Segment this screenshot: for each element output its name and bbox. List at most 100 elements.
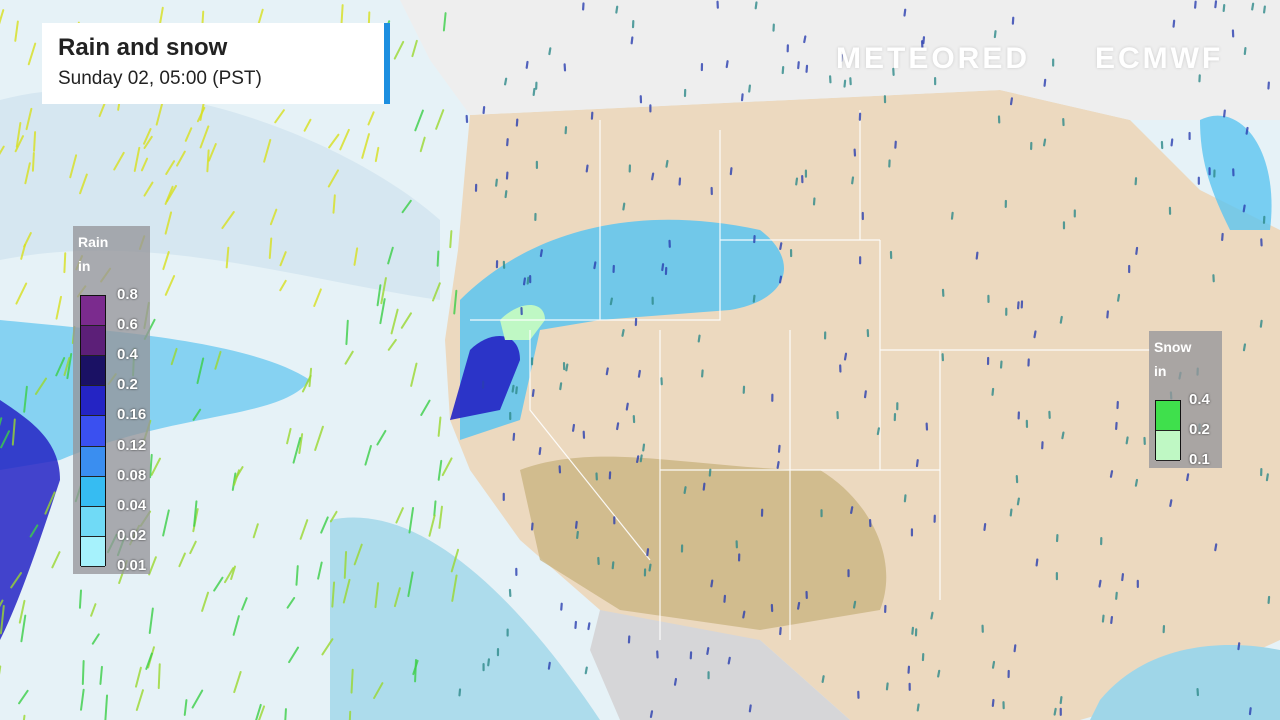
wind-streak (143, 128, 152, 145)
wind-streak (710, 579, 714, 588)
rain_legend-swatch (81, 356, 105, 387)
wind-streak (135, 689, 144, 711)
wind-streak (263, 138, 272, 163)
wind-streak (1186, 473, 1190, 482)
wind-streak (725, 60, 729, 69)
wind-streak (63, 356, 71, 377)
wind-streak (192, 408, 202, 421)
desert-southwest (520, 456, 887, 630)
wind-streak (419, 136, 426, 153)
rain_legend-label: 0.12 (117, 436, 147, 454)
wind-streak (1016, 497, 1020, 506)
rain_legend-label: 0.8 (117, 286, 138, 303)
wind-streak (78, 589, 83, 609)
wind-streak (1248, 707, 1252, 716)
wind-streak (1135, 246, 1139, 255)
wind-streak (208, 143, 217, 162)
wind-streak (150, 457, 161, 476)
wind-streak (255, 703, 262, 720)
rain_legend-swatch (81, 296, 105, 327)
wind-streak (975, 251, 979, 260)
wind-streak (1125, 436, 1129, 445)
wind-streak (23, 385, 28, 413)
wind-streak (0, 417, 3, 427)
wind-streak (233, 670, 242, 694)
wind-streak (776, 461, 780, 469)
wind-streak (183, 699, 188, 716)
wind-streak (412, 659, 419, 676)
wind-streak (1243, 46, 1247, 56)
wind-streak (991, 387, 995, 396)
wind-streak (1013, 644, 1017, 653)
wind-streak (373, 682, 384, 700)
wind-streak (1043, 78, 1047, 87)
wind-streak (201, 591, 210, 612)
wind-streak (435, 109, 445, 130)
wind-streak (148, 556, 157, 576)
wind-streak (576, 530, 579, 539)
snow-legend: Snow in 0.4 0.2 0.1 (1149, 331, 1222, 468)
wind-streak (950, 211, 954, 220)
wind-streak (525, 60, 529, 69)
rain-area-pacific-heavy (0, 400, 60, 640)
wind-streak (754, 1, 758, 10)
wind-streak (79, 173, 88, 195)
wind-streak (1121, 573, 1125, 582)
wind-streak (565, 363, 569, 372)
wind-streak (332, 194, 336, 214)
wind-streak (286, 427, 292, 445)
wind-streak (1172, 19, 1176, 28)
wind-streak (162, 509, 170, 537)
wind-streak (69, 154, 78, 179)
forecast-time: Sunday 02, 05:00 (PST) (58, 68, 262, 89)
wind-streak (288, 646, 300, 664)
wind-streak (0, 145, 5, 155)
wind-streak (637, 369, 641, 378)
wind-streak (380, 277, 387, 305)
wind-streak (387, 246, 394, 265)
wind-streak (91, 633, 100, 645)
rain-legend-title: Rain (78, 234, 109, 250)
wind-streak (258, 705, 266, 720)
rain-area-west (460, 219, 784, 440)
wind-streak (178, 552, 186, 568)
map-title: Rain and snow (58, 34, 228, 61)
wind-streak (559, 382, 563, 391)
wind-streak (752, 294, 756, 303)
wind-streak (55, 295, 62, 320)
wind-streak (526, 276, 530, 285)
snow_legend-swatch (1156, 431, 1180, 461)
wind-streak (538, 447, 542, 456)
wind-streak (104, 694, 109, 720)
wind-streak (14, 135, 24, 153)
wind-streak (184, 127, 193, 142)
wind-streak (390, 308, 399, 335)
wind-streak (376, 429, 387, 446)
wind-streak (320, 516, 329, 534)
wind-streak (193, 500, 198, 527)
wind-streak (410, 362, 418, 387)
wind-streak (241, 597, 248, 611)
wind-streak (99, 665, 103, 685)
wind-streak (504, 77, 508, 86)
wind-streak (298, 433, 304, 454)
wind-streak (748, 704, 752, 713)
wind-streak (572, 423, 576, 432)
rain-color-scale (80, 295, 106, 567)
wind-streak (145, 652, 153, 670)
wind-streak (605, 367, 609, 376)
wind-streak (350, 668, 354, 694)
wind-streak (339, 128, 350, 151)
wind-streak (458, 688, 462, 697)
rain-heavy-core (450, 336, 520, 420)
wind-streak (348, 710, 352, 720)
rain_legend-swatch (81, 536, 105, 567)
wind-streak (1214, 0, 1218, 9)
wind-streak (515, 386, 518, 395)
wind-streak (157, 663, 161, 690)
wind-streak (22, 714, 26, 720)
rain_legend-label: 0.2 (117, 376, 138, 394)
wind-streak (342, 578, 351, 604)
